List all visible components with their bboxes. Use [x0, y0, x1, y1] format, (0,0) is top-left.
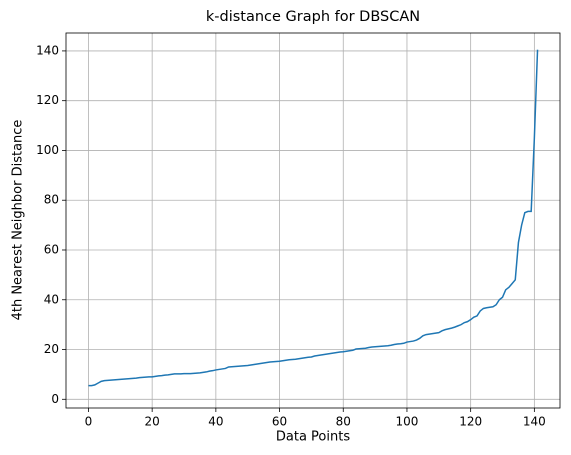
chart-title: k-distance Graph for DBSCAN — [206, 9, 420, 25]
data-line — [88, 49, 539, 387]
y-tick-label: 60 — [44, 242, 59, 256]
x-tick-label: 140 — [523, 415, 546, 429]
x-tick-label: 100 — [396, 415, 419, 429]
y-tick-label: 20 — [44, 342, 59, 356]
x-tick-label: 80 — [336, 415, 351, 429]
x-tick-label: 40 — [208, 415, 223, 429]
y-tick-label: 120 — [36, 93, 59, 107]
y-tick-label: 140 — [36, 43, 59, 57]
y-tick-label: 40 — [44, 292, 59, 306]
y-tick-label: 0 — [51, 392, 59, 406]
x-tick-label: 0 — [85, 415, 93, 429]
x-tick-label: 120 — [459, 415, 482, 429]
y-tick-label: 100 — [36, 143, 59, 157]
x-axis-label: Data Points — [276, 430, 350, 445]
plot-frame — [65, 32, 561, 409]
x-tick-label: 60 — [272, 415, 287, 429]
y-axis-label: 4th Nearest Neighbor Distance — [11, 120, 26, 321]
x-tick-label: 20 — [145, 415, 160, 429]
y-tick-label: 80 — [44, 193, 59, 207]
